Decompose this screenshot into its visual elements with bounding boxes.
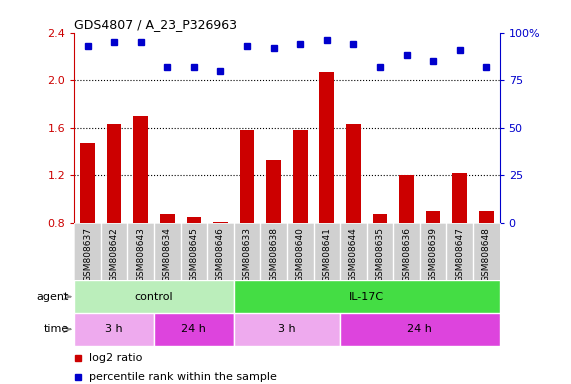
Bar — [240, 130, 254, 223]
Text: GSM808646: GSM808646 — [216, 227, 225, 282]
Text: GSM808645: GSM808645 — [190, 227, 198, 282]
Text: percentile rank within the sample: percentile rank within the sample — [89, 372, 277, 382]
Bar — [107, 124, 122, 223]
Bar — [293, 130, 308, 223]
Bar — [187, 217, 201, 223]
Text: GSM808643: GSM808643 — [136, 227, 145, 282]
Text: agent: agent — [36, 291, 69, 302]
Text: GSM808639: GSM808639 — [429, 227, 437, 282]
Text: log2 ratio: log2 ratio — [89, 353, 143, 363]
Bar — [320, 72, 334, 223]
Bar — [340, 313, 500, 346]
Text: 24 h: 24 h — [182, 324, 206, 334]
Bar — [479, 211, 494, 223]
Text: GSM808648: GSM808648 — [482, 227, 491, 282]
Text: IL-17C: IL-17C — [349, 291, 384, 302]
Bar — [426, 211, 440, 223]
Text: GSM808647: GSM808647 — [455, 227, 464, 282]
Text: GSM808633: GSM808633 — [243, 227, 252, 282]
Text: 24 h: 24 h — [408, 324, 432, 334]
Text: GSM808634: GSM808634 — [163, 227, 172, 282]
Bar — [452, 173, 467, 223]
Bar — [213, 222, 228, 223]
Bar — [160, 214, 175, 223]
Text: GSM808635: GSM808635 — [376, 227, 384, 282]
Text: 3 h: 3 h — [278, 324, 296, 334]
Text: GSM808638: GSM808638 — [269, 227, 278, 282]
Bar — [154, 313, 234, 346]
Bar — [74, 313, 154, 346]
Bar — [346, 124, 361, 223]
Text: GDS4807 / A_23_P326963: GDS4807 / A_23_P326963 — [74, 18, 237, 31]
Text: GSM808641: GSM808641 — [322, 227, 331, 282]
Bar — [74, 280, 234, 313]
Bar — [134, 116, 148, 223]
Text: time: time — [43, 324, 69, 334]
Bar — [234, 280, 500, 313]
Text: control: control — [135, 291, 174, 302]
Bar — [266, 160, 281, 223]
Bar — [80, 143, 95, 223]
Text: 3 h: 3 h — [105, 324, 123, 334]
Bar — [234, 313, 340, 346]
Text: GSM808637: GSM808637 — [83, 227, 92, 282]
Bar — [373, 214, 387, 223]
Text: GSM808644: GSM808644 — [349, 227, 358, 282]
Text: GSM808642: GSM808642 — [110, 227, 119, 282]
Bar — [399, 175, 414, 223]
Text: GSM808640: GSM808640 — [296, 227, 305, 282]
Text: GSM808636: GSM808636 — [402, 227, 411, 282]
